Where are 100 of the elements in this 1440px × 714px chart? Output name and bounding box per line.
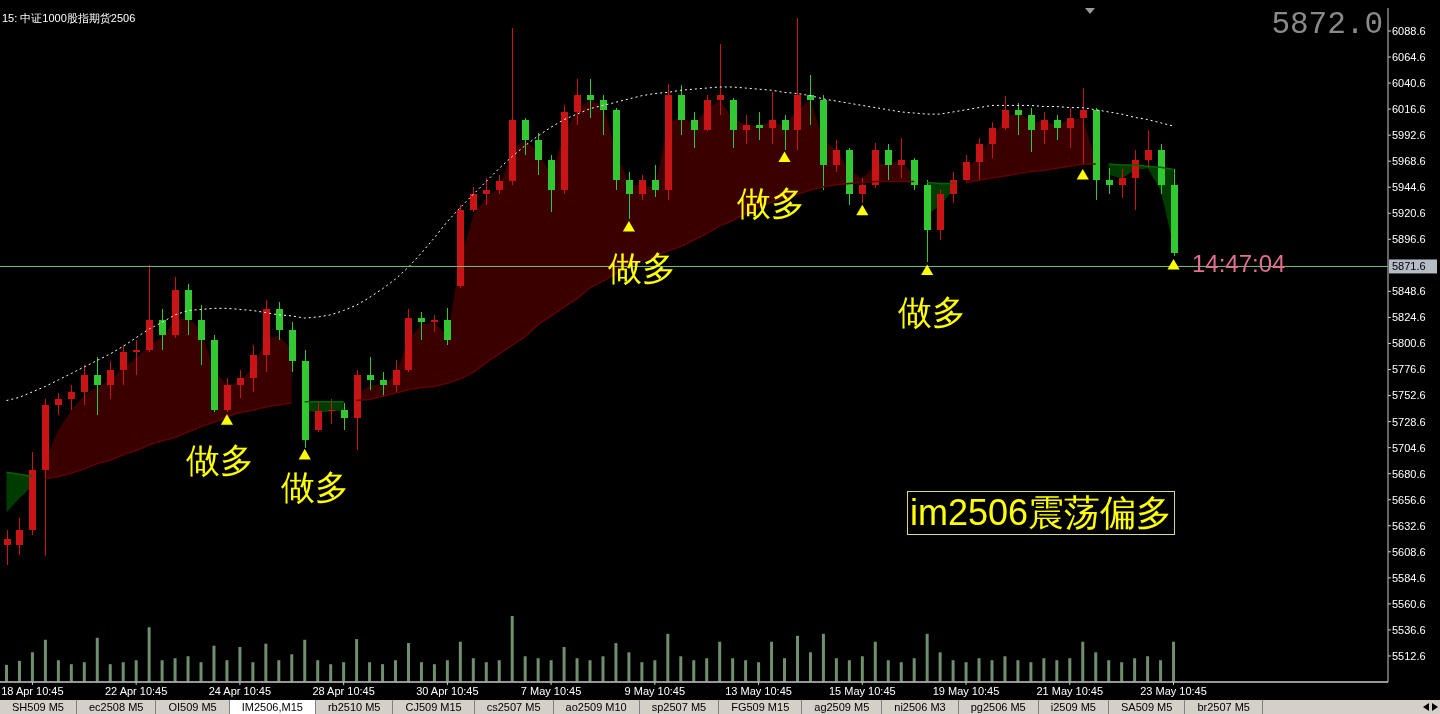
candlestick: [898, 137, 905, 179]
candlestick: [1028, 107, 1035, 153]
bar: [718, 641, 722, 682]
bar: [562, 647, 566, 682]
bar: [1003, 656, 1007, 682]
candlestick: [367, 356, 374, 391]
bar: [1081, 641, 1085, 682]
bar: [692, 660, 696, 682]
text: 5872.0: [1271, 7, 1383, 42]
bar: [497, 660, 501, 682]
bar: [406, 643, 410, 682]
bar: [225, 660, 229, 682]
bar: [627, 652, 631, 682]
x-tick-label: 19 May 10:45: [932, 684, 1000, 697]
point: [1076, 168, 1089, 180]
tab: rb2510 M5: [315, 700, 394, 714]
point: [622, 221, 635, 232]
candlestick: [444, 307, 451, 346]
bar: [1055, 660, 1059, 682]
bar: [549, 660, 553, 682]
bar: [1068, 658, 1072, 682]
x-tick-label: 24 Apr 10:45: [208, 684, 272, 697]
bar: [588, 660, 592, 682]
candlestick: [68, 384, 75, 411]
bar: [938, 652, 942, 682]
bar: [847, 660, 851, 682]
bar: [899, 662, 903, 682]
candlestick: [198, 304, 205, 366]
tab: OI509 M5: [156, 700, 230, 714]
bar: [432, 664, 436, 682]
bar: [977, 658, 981, 682]
y-tick-label: 5896.6: [1392, 233, 1426, 246]
bar: [990, 660, 994, 682]
bar: [5, 664, 8, 682]
bar: [82, 662, 86, 682]
candlestick: [107, 360, 114, 400]
candlestick: [859, 177, 866, 204]
x-tick-label: 18 Apr 10:45: [1, 684, 64, 697]
bar: [394, 660, 398, 682]
bar: [614, 643, 618, 682]
tab: ni2506 M3: [882, 700, 959, 714]
point: [778, 151, 791, 163]
candlestick: [1002, 95, 1009, 131]
bar: [1042, 658, 1046, 682]
annotation: im2506震荡偏多: [907, 491, 1176, 535]
y-tick-label: 5608.6: [1392, 545, 1426, 558]
candlestick: [756, 111, 763, 141]
bar: [1146, 656, 1150, 682]
point: [1167, 258, 1180, 270]
bar: [770, 641, 774, 682]
bar: [17, 660, 21, 682]
candlestick: [133, 339, 140, 376]
candlestick: [976, 137, 983, 181]
bar: [1094, 652, 1098, 682]
bar: [316, 660, 320, 682]
candlestick: [470, 186, 477, 213]
bar: [1016, 660, 1020, 682]
x-tick-label: 15 May 10:45: [828, 684, 896, 697]
bar: [744, 660, 748, 682]
candlestick: [1106, 167, 1113, 195]
candlestick: [574, 78, 581, 126]
bar: [69, 664, 73, 682]
y-tick-label: 5992.6: [1392, 129, 1426, 142]
tab: i2509 M5: [1038, 700, 1109, 714]
candlestick: [315, 401, 322, 433]
tab: SH509 M5: [0, 700, 77, 714]
bar: [886, 660, 890, 682]
y-tick-label: 5704.6: [1392, 441, 1426, 454]
bar: [705, 658, 709, 682]
bar: [484, 662, 488, 682]
bar: [290, 654, 294, 682]
bar: [1107, 660, 1111, 682]
candlestick: [81, 364, 88, 406]
chart-title: 15: 中证1000股指期货2506: [2, 11, 136, 26]
candlestick: [120, 344, 127, 386]
point: [856, 204, 869, 216]
bar: [43, 639, 47, 682]
tab: sp2507 M5: [639, 700, 720, 714]
bar: [795, 635, 799, 682]
bar: [640, 662, 644, 682]
y-tick-label: 6064.6: [1392, 50, 1426, 63]
bar: [1172, 641, 1176, 682]
bar: [212, 645, 216, 682]
bar: [419, 662, 423, 682]
bar: [458, 641, 462, 682]
x-tick-label: 23 May 10:45: [1140, 684, 1207, 697]
bar: [199, 662, 203, 682]
y-tick-label: 5968.6: [1392, 155, 1426, 168]
bar: [355, 639, 359, 682]
y-tick-label: 6040.6: [1392, 76, 1426, 89]
point: [220, 414, 233, 425]
candlestick: [483, 177, 490, 206]
candlestick: [639, 174, 646, 201]
candlestick: [4, 529, 11, 566]
candlestick: [1067, 107, 1074, 149]
candlestick: [782, 114, 789, 151]
bar: [303, 639, 307, 682]
bar: [56, 660, 60, 682]
tab: cs2507 M5: [474, 700, 554, 714]
bar: [251, 662, 255, 682]
